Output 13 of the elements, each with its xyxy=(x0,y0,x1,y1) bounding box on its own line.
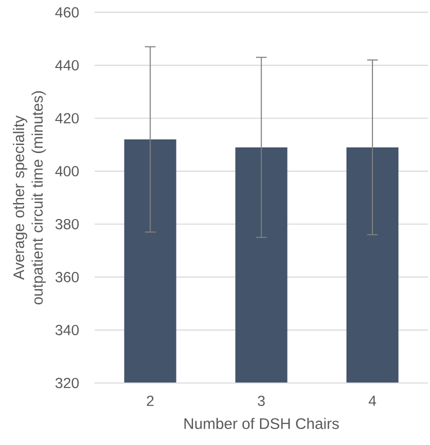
x-tick-label: 3 xyxy=(258,396,265,406)
y-tick-label: 440 xyxy=(55,60,79,70)
x-tick-label: 4 xyxy=(368,396,376,406)
y-tick-label: 320 xyxy=(55,378,79,388)
y-axis-title: Average other speciality outpatient circuit time (minutes) xyxy=(12,91,46,304)
y-tick-label: 460 xyxy=(55,7,79,18)
y-tick-label: 380 xyxy=(55,218,79,230)
y-tick-label: 360 xyxy=(55,272,79,282)
y-tick-label: 400 xyxy=(55,166,79,176)
y-tick-label: 420 xyxy=(55,113,79,124)
x-tick-label: 2 xyxy=(146,396,154,406)
x-axis-title: Number of DSH Chairs xyxy=(184,418,339,430)
y-tick-label: 340 xyxy=(55,324,79,336)
